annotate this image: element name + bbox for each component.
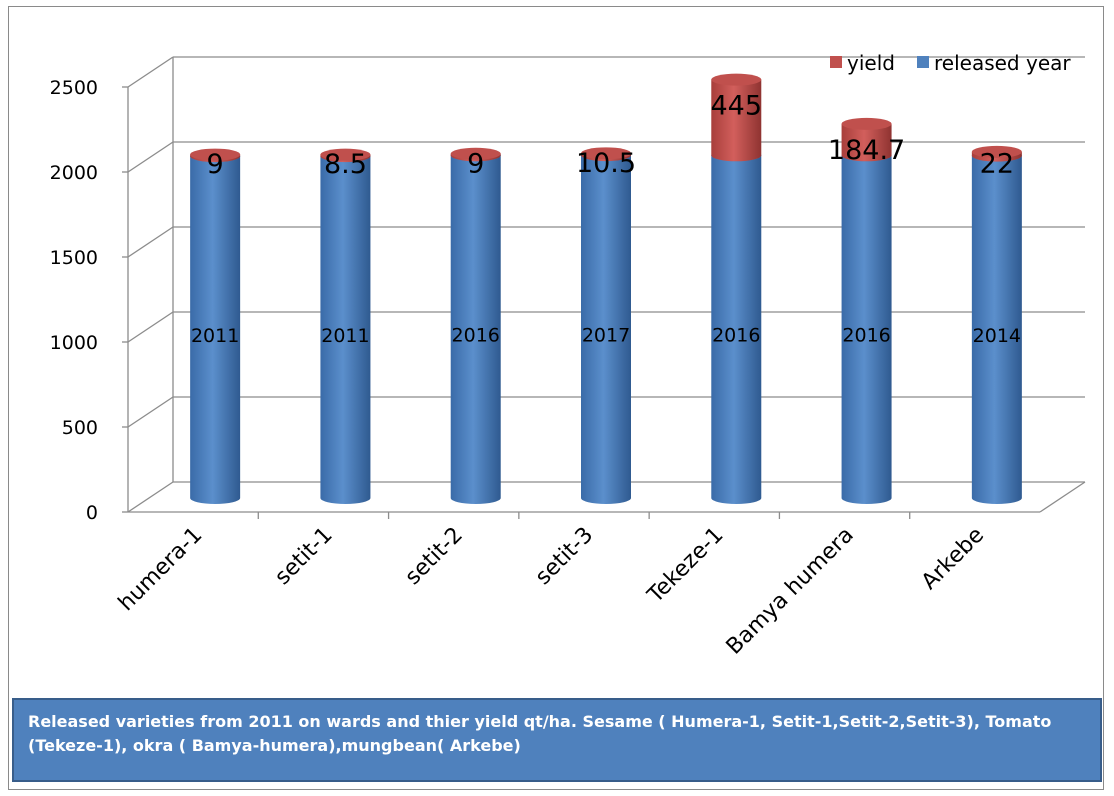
y-tick-label-3: 1500: [50, 247, 98, 269]
floor-right-edge: [1039, 481, 1086, 513]
bar-released-year-1-body: [320, 156, 371, 504]
legend-item-0: yield: [830, 51, 895, 75]
data-labels: 2011 9 2011 8.5 2016 9 2017 10.5 2016 445 2016 184.…: [191, 91, 1021, 347]
bar-yield-4: [711, 73, 762, 162]
y-tick-label-0: 0: [86, 502, 98, 524]
bar-yield-2: [450, 147, 501, 162]
bar-yield-0: [190, 148, 241, 163]
legend-item-1: released year: [917, 51, 1071, 75]
legend-label-1: released year: [934, 51, 1071, 75]
bar-yield-1-top: [320, 148, 371, 161]
figure-caption: Released varieties from 2011 on wards an…: [12, 698, 1102, 782]
bar-released-year-3-body: [581, 155, 631, 505]
bar-yield-2-top: [450, 147, 501, 160]
label-released-year-6: 2014: [973, 325, 1021, 347]
bar-released-year-4-body: [711, 155, 762, 504]
bar-yield-6-top: [971, 145, 1022, 158]
label-released-year-1: 2011: [321, 325, 369, 347]
x-tick-label-2: setit-2: [401, 523, 468, 590]
bar-yield-0-top: [190, 148, 241, 161]
legend: yield released year: [830, 51, 1071, 75]
label-yield-2: 9: [467, 148, 484, 179]
bar-yield-1: [320, 148, 371, 163]
caption-text: Released varieties from 2011 on wards an…: [28, 712, 1052, 755]
bar-released-year-6-body: [971, 155, 1022, 504]
y-tick-label-5: 2500: [50, 77, 98, 99]
label-yield-0: 9: [207, 149, 224, 180]
x-tick-label-6: Arkebe: [917, 523, 989, 595]
side-gridline-1: [127, 396, 174, 428]
x-tick-label-3: setit-3: [531, 523, 598, 590]
legend-swatch-1: [917, 56, 929, 68]
bar-yield-5: [841, 117, 892, 162]
bar-released-year-5-body: [841, 155, 892, 504]
legend-label-0: yield: [847, 51, 895, 75]
label-yield-4: 445: [711, 91, 763, 122]
bar-yield-4-body: [711, 79, 762, 162]
label-released-year-5: 2016: [842, 325, 890, 347]
label-released-year-4: 2016: [712, 325, 760, 347]
x-tick-label-4: Tekeze-1: [642, 523, 728, 609]
label-released-year-2: 2016: [452, 325, 500, 347]
bar-yield-3-top: [581, 147, 631, 160]
y-tick-label-2: 1000: [50, 332, 98, 354]
label-yield-5: 184.7: [828, 135, 905, 166]
x-tick-label-0: humera-1: [114, 523, 208, 617]
label-released-year-0: 2011: [191, 325, 239, 347]
side-gridline-3: [127, 226, 174, 258]
bar-yield-6: [971, 145, 1022, 162]
bar-released-year-0-body: [190, 156, 241, 504]
label-released-year-3: 2017: [582, 325, 630, 347]
bar-yield-4-top: [711, 73, 762, 86]
y-tick-label-4: 2000: [50, 162, 98, 184]
bar-yield-3: [581, 147, 631, 162]
label-yield-6: 22: [980, 149, 1014, 180]
side-gridline-0: [127, 481, 174, 513]
legend-swatch-0: [830, 56, 842, 68]
side-gridline-4: [127, 141, 174, 173]
y-tick-label-1: 500: [62, 417, 98, 439]
label-yield-3: 10.5: [576, 148, 636, 179]
x-tick-label-1: setit-1: [270, 523, 337, 590]
bars: [190, 73, 1022, 505]
bar-released-year-2-body: [450, 155, 501, 504]
bar-yield-5-body: [841, 123, 892, 162]
side-gridline-5: [127, 56, 174, 88]
x-tick-label-5: Bamya humera: [722, 523, 859, 660]
label-yield-1: 8.5: [324, 149, 367, 180]
side-gridline-2: [127, 311, 174, 343]
bar-yield-5-top: [841, 117, 892, 130]
